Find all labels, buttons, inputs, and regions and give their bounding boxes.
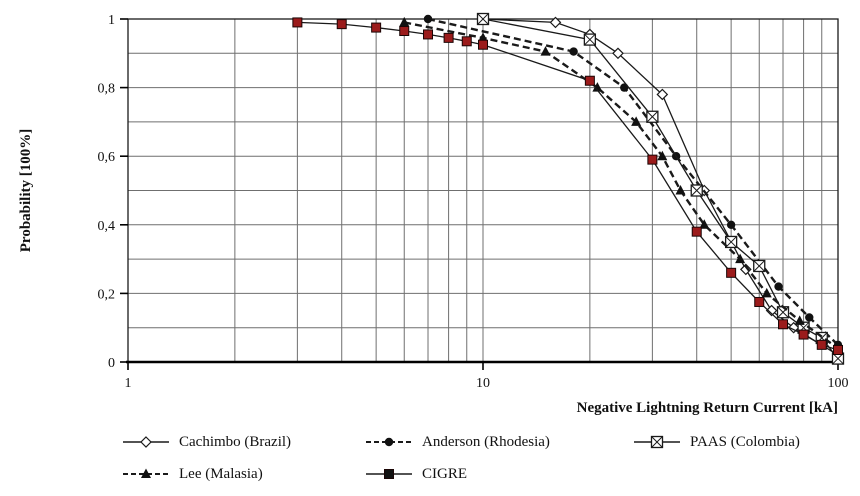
legend-label-lee: Lee (Malasia): [179, 465, 263, 482]
series-line-lee: [403, 21, 839, 350]
legend-label-paas: PAAS (Colombia): [690, 433, 800, 450]
legend-item-lee: Lee (Malasia): [122, 466, 365, 483]
series-line-paas: [482, 18, 839, 360]
legend-item-cigre: CIGRE: [365, 466, 633, 483]
y-tick-label: 0,8: [98, 82, 116, 97]
series-line-anderson: [427, 17, 839, 346]
diamond-open-icon: [122, 435, 170, 449]
y-tick-label: 0,2: [98, 287, 116, 302]
series-anderson: [423, 14, 843, 350]
square-filled-icon: [365, 467, 413, 481]
legend-row: Lee (Malasia) CIGRE: [0, 458, 860, 490]
legend-label-anderson: Anderson (Rhodesia): [422, 433, 550, 450]
series-line-cachimbo: [482, 18, 839, 356]
gridlines: [128, 19, 839, 362]
x-tick-label: 100: [828, 376, 849, 391]
circle-filled-icon: [365, 435, 413, 449]
x-tick-label: 1: [125, 376, 132, 391]
legend-item-cachimbo: Cachimbo (Brazil): [122, 434, 365, 451]
legend-item-anderson: Anderson (Rhodesia): [365, 434, 633, 451]
legend-item-paas: PAAS (Colombia): [633, 434, 800, 451]
x-axis-title: Negative Lightning Return Current [kA]: [577, 400, 838, 416]
y-tick-label: 1: [108, 13, 115, 28]
y-tick-label: 0,6: [98, 150, 116, 165]
legend-row: Cachimbo (Brazil) Anderson (Rhodesia) PAAS…: [0, 426, 860, 458]
triangle-filled-icon: [122, 467, 170, 481]
x-tick-label: 10: [476, 376, 490, 391]
y-tick-label: 0,4: [98, 219, 116, 234]
axis-ticks: 0 0,2 0,4 0,6 0,8 1 1 10 100: [98, 13, 849, 391]
legend-label-cigre: CIGRE: [422, 465, 467, 482]
series-paas: [476, 12, 845, 365]
y-tick-label: 0: [108, 356, 115, 371]
y-axis-title: Probability [100%]: [18, 129, 34, 252]
series-lee: [399, 16, 843, 353]
probability-chart: 0 0,2 0,4 0,6 0,8 1 1 10 100 Probability [100%] Ne…: [18, 12, 849, 416]
square-crossed-icon: [633, 435, 681, 449]
series-cigre: [292, 17, 843, 355]
legend-label-cachimbo: Cachimbo (Brazil): [179, 433, 292, 450]
chart-legend: Cachimbo (Brazil) Anderson (Rhodesia) PAAS…: [0, 426, 860, 490]
